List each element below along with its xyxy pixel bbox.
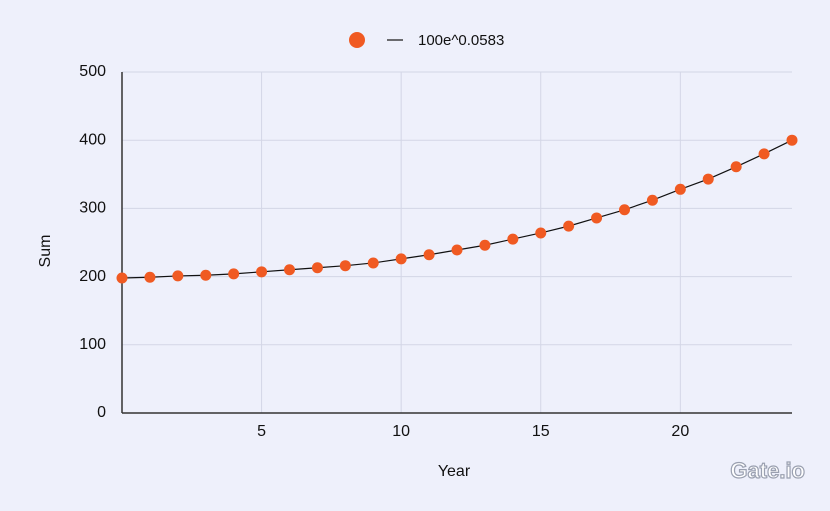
x-tick-label: 15 xyxy=(532,423,550,440)
y-tick-label: 0 xyxy=(97,404,106,421)
data-point xyxy=(284,264,295,276)
data-point xyxy=(256,266,268,278)
data-point xyxy=(758,148,770,160)
x-tick-label: 20 xyxy=(671,423,689,440)
data-point xyxy=(116,272,128,284)
data-point xyxy=(702,173,714,185)
y-axis-label: Sum xyxy=(37,235,54,268)
data-point xyxy=(228,268,240,280)
legend-label: 100e^0.0583 xyxy=(418,32,504,49)
data-point xyxy=(200,269,212,281)
data-point xyxy=(591,212,603,224)
x-tick-label: 10 xyxy=(392,423,410,440)
data-point xyxy=(674,183,686,195)
data-point xyxy=(619,204,630,216)
data-point xyxy=(451,244,463,256)
y-tick-label: 300 xyxy=(79,200,106,217)
x-tick-label: 5 xyxy=(257,423,266,440)
data-point xyxy=(646,194,658,206)
data-point xyxy=(479,239,491,251)
data-point xyxy=(339,260,351,272)
legend-marker xyxy=(349,32,365,48)
x-axis-label: Year xyxy=(438,463,471,480)
y-tick-label: 200 xyxy=(79,268,106,285)
data-point xyxy=(395,253,407,265)
data-point xyxy=(535,227,547,239)
data-point xyxy=(172,270,184,282)
y-tick-label: 100 xyxy=(79,336,106,353)
data-point xyxy=(507,233,519,245)
data-point xyxy=(367,257,379,269)
y-tick-label: 400 xyxy=(79,131,106,148)
logo: Gate.io xyxy=(730,458,805,483)
data-point xyxy=(563,220,575,232)
series-line xyxy=(121,139,793,279)
data-point xyxy=(786,134,798,146)
data-point xyxy=(423,249,435,261)
y-tick-label: 500 xyxy=(79,63,106,80)
data-point xyxy=(311,262,323,274)
data-point xyxy=(144,271,156,283)
data-point xyxy=(730,161,742,173)
